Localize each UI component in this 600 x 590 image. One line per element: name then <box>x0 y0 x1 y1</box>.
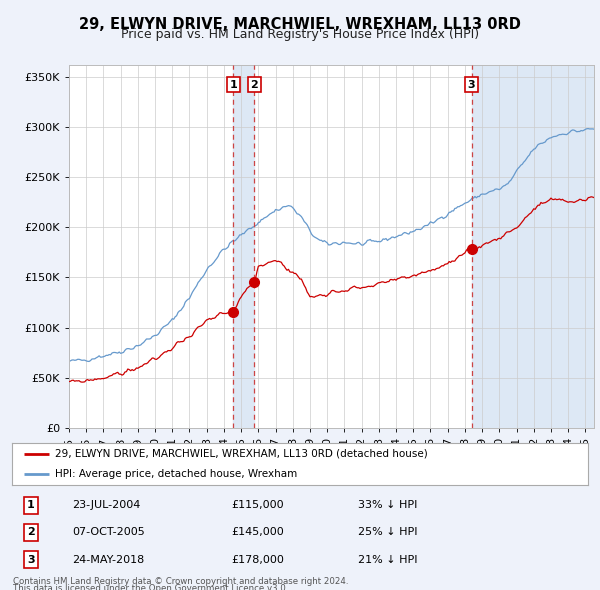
Bar <box>233 65 254 428</box>
Text: £115,000: £115,000 <box>231 500 284 510</box>
Text: 1: 1 <box>27 500 35 510</box>
Text: 29, ELWYN DRIVE, MARCHWIEL, WREXHAM, LL13 0RD: 29, ELWYN DRIVE, MARCHWIEL, WREXHAM, LL1… <box>79 17 521 31</box>
Text: 21% ↓ HPI: 21% ↓ HPI <box>358 555 417 565</box>
Text: 25% ↓ HPI: 25% ↓ HPI <box>358 527 417 537</box>
Text: 2: 2 <box>27 527 35 537</box>
Text: 3: 3 <box>27 555 35 565</box>
Text: 2: 2 <box>251 80 258 90</box>
Text: Price paid vs. HM Land Registry's House Price Index (HPI): Price paid vs. HM Land Registry's House … <box>121 28 479 41</box>
Text: This data is licensed under the Open Government Licence v3.0.: This data is licensed under the Open Gov… <box>13 584 289 590</box>
Text: 1: 1 <box>230 80 237 90</box>
Text: £178,000: £178,000 <box>231 555 284 565</box>
Text: 29, ELWYN DRIVE, MARCHWIEL, WREXHAM, LL13 0RD (detached house): 29, ELWYN DRIVE, MARCHWIEL, WREXHAM, LL1… <box>55 449 428 459</box>
Text: 07-OCT-2005: 07-OCT-2005 <box>73 527 145 537</box>
Bar <box>472 65 594 428</box>
Text: HPI: Average price, detached house, Wrexham: HPI: Average price, detached house, Wrex… <box>55 468 298 478</box>
Text: Contains HM Land Registry data © Crown copyright and database right 2024.: Contains HM Land Registry data © Crown c… <box>13 577 349 586</box>
Text: 24-MAY-2018: 24-MAY-2018 <box>73 555 145 565</box>
Text: £145,000: £145,000 <box>231 527 284 537</box>
Text: 33% ↓ HPI: 33% ↓ HPI <box>358 500 417 510</box>
Text: 23-JUL-2004: 23-JUL-2004 <box>73 500 141 510</box>
Text: 3: 3 <box>468 80 475 90</box>
